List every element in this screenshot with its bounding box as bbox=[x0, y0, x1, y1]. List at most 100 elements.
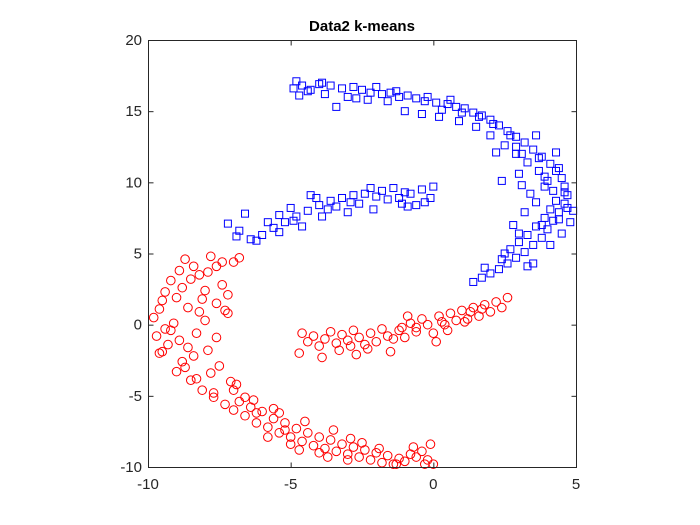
circle-marker bbox=[388, 334, 399, 344]
circle-marker bbox=[328, 425, 339, 435]
circle-marker bbox=[400, 456, 410, 467]
square-marker bbox=[235, 226, 244, 235]
square-marker bbox=[426, 193, 435, 202]
circle-marker bbox=[263, 422, 273, 432]
square-marker bbox=[403, 202, 412, 211]
circle-marker bbox=[200, 315, 210, 326]
square-marker bbox=[280, 218, 289, 227]
circle-marker bbox=[417, 314, 427, 324]
square-marker bbox=[338, 193, 347, 202]
square-marker bbox=[477, 111, 486, 120]
x-tick-label: -5 bbox=[284, 476, 297, 493]
circle-marker bbox=[160, 287, 170, 297]
circle-marker bbox=[211, 261, 222, 272]
square-marker bbox=[529, 240, 538, 249]
circle-marker bbox=[251, 408, 262, 418]
square-marker bbox=[298, 81, 307, 90]
square-marker bbox=[512, 132, 521, 141]
circle-marker bbox=[197, 385, 208, 395]
circle-marker bbox=[485, 307, 496, 317]
square-marker bbox=[343, 208, 352, 217]
circle-marker bbox=[263, 432, 273, 442]
square-marker bbox=[529, 259, 538, 268]
circle-marker bbox=[497, 302, 507, 313]
square-marker bbox=[232, 232, 241, 241]
square-marker bbox=[223, 219, 232, 228]
square-marker bbox=[457, 108, 466, 117]
square-marker bbox=[400, 107, 409, 116]
circle-marker bbox=[360, 445, 370, 455]
square-marker bbox=[395, 92, 404, 101]
circle-marker bbox=[445, 308, 456, 319]
y-tick-label: 15 bbox=[125, 103, 142, 120]
circle-marker bbox=[183, 302, 193, 313]
circle-marker bbox=[154, 304, 165, 314]
square-marker bbox=[477, 273, 486, 282]
square-marker bbox=[472, 122, 481, 131]
square-marker bbox=[469, 108, 478, 117]
circle-marker bbox=[171, 366, 182, 377]
circle-marker bbox=[408, 442, 419, 452]
square-marker bbox=[523, 158, 532, 167]
circle-marker bbox=[168, 318, 179, 329]
square-marker bbox=[494, 265, 503, 274]
square-marker bbox=[432, 98, 441, 107]
square-marker bbox=[517, 149, 526, 158]
square-marker bbox=[455, 117, 464, 126]
square-marker bbox=[412, 94, 421, 103]
circle-marker bbox=[365, 328, 376, 339]
circle-marker bbox=[354, 332, 364, 343]
circle-marker bbox=[428, 328, 439, 339]
circle-marker bbox=[302, 336, 313, 347]
circle-marker bbox=[394, 325, 404, 336]
x-tick-label: -10 bbox=[137, 476, 159, 493]
circle-marker bbox=[357, 438, 367, 448]
square-marker bbox=[360, 189, 369, 198]
square-marker bbox=[252, 236, 261, 245]
circle-marker bbox=[331, 338, 342, 348]
square-marker bbox=[306, 85, 315, 94]
square-marker bbox=[480, 263, 489, 272]
square-marker bbox=[537, 152, 546, 161]
circle-marker bbox=[211, 332, 222, 343]
y-tick-label: 0 bbox=[134, 317, 142, 334]
circle-marker bbox=[345, 433, 356, 444]
circle-marker bbox=[308, 440, 319, 451]
circle-marker bbox=[474, 311, 484, 321]
circle-marker bbox=[348, 325, 359, 336]
square-marker bbox=[520, 138, 529, 147]
square-marker bbox=[332, 202, 341, 211]
circle-marker bbox=[197, 294, 208, 304]
square-marker bbox=[526, 189, 535, 198]
circle-marker bbox=[400, 332, 410, 343]
circle-marker bbox=[362, 344, 373, 354]
square-marker bbox=[412, 201, 421, 210]
circle-marker bbox=[186, 375, 196, 385]
circle-marker bbox=[431, 336, 441, 347]
circle-marker bbox=[191, 328, 202, 339]
circle-marker bbox=[397, 322, 407, 333]
circle-marker bbox=[251, 418, 262, 428]
square-marker bbox=[557, 229, 566, 238]
circle-marker bbox=[477, 304, 487, 314]
square-marker bbox=[520, 248, 529, 257]
circle-marker bbox=[382, 331, 393, 341]
square-marker bbox=[383, 97, 392, 106]
points-layer bbox=[148, 77, 578, 469]
square-marker bbox=[560, 188, 569, 197]
square-marker bbox=[275, 228, 284, 237]
axes-background bbox=[148, 40, 576, 467]
circle-marker bbox=[297, 436, 307, 447]
circle-marker bbox=[186, 274, 196, 284]
circle-marker bbox=[394, 453, 404, 464]
square-marker bbox=[486, 269, 495, 278]
square-marker bbox=[537, 233, 546, 242]
square-marker bbox=[517, 181, 526, 190]
circle-marker bbox=[297, 328, 307, 339]
circle-marker bbox=[188, 261, 199, 272]
square-marker bbox=[303, 87, 312, 96]
circle-marker bbox=[425, 439, 436, 450]
square-marker bbox=[560, 182, 569, 191]
circle-marker bbox=[354, 452, 364, 462]
circle-marker bbox=[351, 349, 362, 360]
